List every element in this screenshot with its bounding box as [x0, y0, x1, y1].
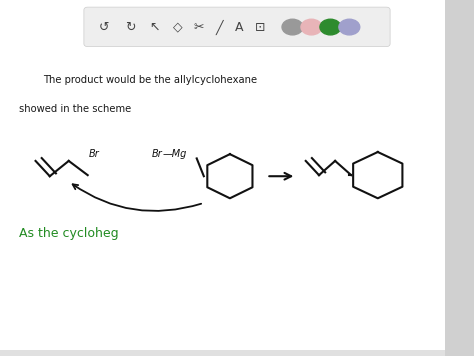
Text: A: A	[235, 21, 244, 33]
Text: Br: Br	[89, 149, 100, 159]
FancyBboxPatch shape	[84, 7, 390, 47]
Text: ⊡: ⊡	[255, 21, 265, 33]
Text: The product would be the allylcyclohexane: The product would be the allylcyclohexan…	[43, 75, 257, 85]
Bar	[445, 0, 474, 356]
Text: —Mg: —Mg	[163, 149, 187, 159]
Text: ↻: ↻	[125, 21, 136, 33]
Text: ↖: ↖	[149, 21, 159, 33]
Text: Br: Br	[152, 149, 163, 159]
Text: ↺: ↺	[99, 21, 109, 33]
Text: showed in the scheme: showed in the scheme	[19, 104, 131, 114]
Text: ◇: ◇	[173, 21, 182, 33]
Text: ✂: ✂	[194, 21, 204, 33]
Bar	[0, 350, 445, 356]
FancyArrowPatch shape	[73, 184, 201, 211]
Text: ╱: ╱	[215, 20, 223, 35]
Text: As the cycloheg: As the cycloheg	[19, 227, 118, 240]
Circle shape	[320, 19, 341, 35]
Circle shape	[282, 19, 303, 35]
Circle shape	[301, 19, 322, 35]
Circle shape	[339, 19, 360, 35]
